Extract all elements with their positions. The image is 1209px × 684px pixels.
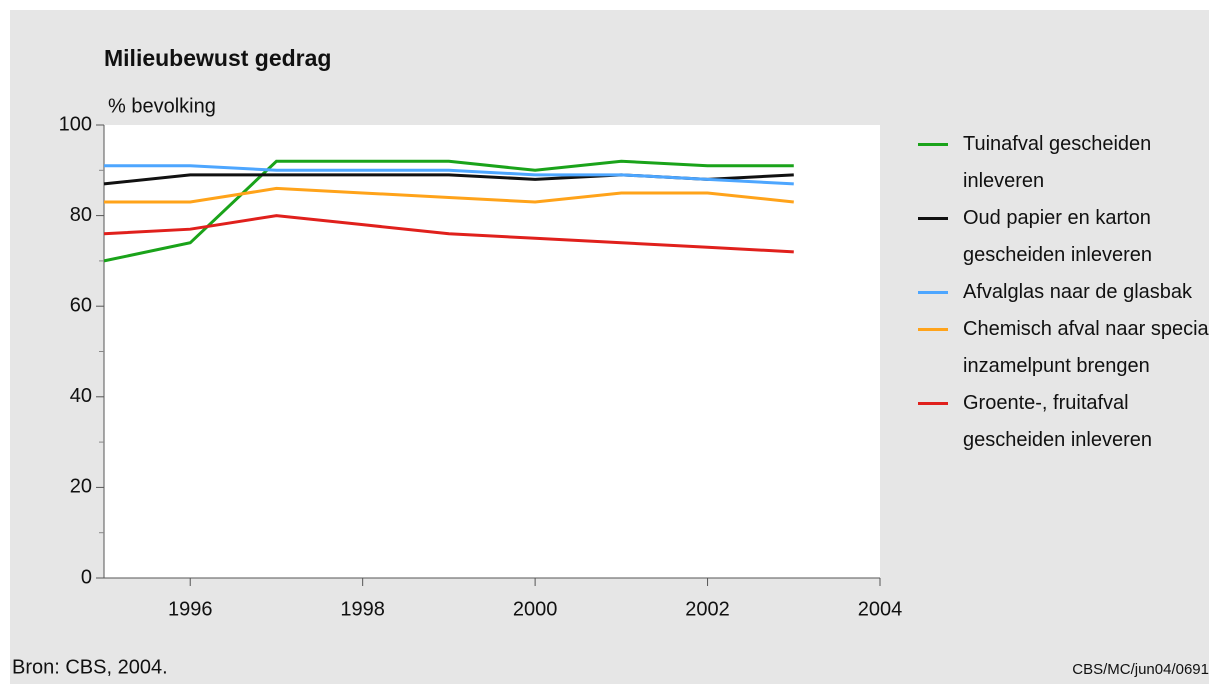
series-line	[103, 214, 794, 254]
legend-swatch	[918, 143, 948, 146]
y-tick-label: 0	[81, 566, 92, 588]
y-tick-label: 40	[70, 385, 92, 407]
code: CBS/MC/jun04/0691	[1072, 661, 1209, 678]
legend-label: Chemisch afval naar speciaal inzamelpunt…	[963, 318, 1209, 377]
y-tick-label: 60	[70, 294, 92, 316]
x-tick-label: 2000	[513, 598, 558, 620]
legend-item: Oud papier en karton gescheiden inlevere…	[918, 200, 1209, 274]
y-tick-label: 80	[70, 204, 92, 226]
series-line	[103, 159, 794, 263]
legend-swatch	[918, 217, 948, 220]
x-tick-label: 2004	[858, 598, 903, 620]
legend-swatch	[918, 291, 948, 294]
y-tick-label: 100	[59, 113, 92, 135]
legend-label: Tuinafval gescheiden inleveren	[963, 133, 1152, 192]
source: Bron: CBS, 2004.	[12, 656, 168, 678]
legend-item: Afvalglas naar de glasbak	[918, 274, 1209, 311]
legend-swatch	[918, 402, 948, 405]
chart-title: Milieubewust gedrag	[104, 45, 331, 71]
legend-swatch	[918, 328, 948, 331]
plot-area	[104, 125, 880, 578]
legend-label: Groente-, fruitafval gescheiden inlevere…	[963, 392, 1153, 451]
x-tick-label: 1996	[168, 598, 213, 620]
legend: Tuinafval gescheiden inleveren Oud papier…	[918, 126, 1209, 459]
legend-item: Tuinafval gescheiden inleveren	[918, 126, 1209, 200]
y-axis-label: % bevolking	[108, 95, 216, 117]
legend-item: Groente-, fruitafval gescheiden inlevere…	[918, 385, 1209, 459]
legend-label: Afvalglas naar de glasbak	[963, 281, 1193, 303]
x-tick-label: 2002	[685, 598, 730, 620]
series-line	[104, 186, 794, 204]
series-line	[104, 164, 794, 186]
legend-item: Chemisch afval naar speciaal inzamelpunt…	[918, 311, 1209, 385]
y-tick-label: 20	[70, 476, 92, 498]
legend-label: Oud papier en karton gescheiden inlevere…	[963, 207, 1153, 266]
x-tick-label: 1998	[340, 598, 385, 620]
